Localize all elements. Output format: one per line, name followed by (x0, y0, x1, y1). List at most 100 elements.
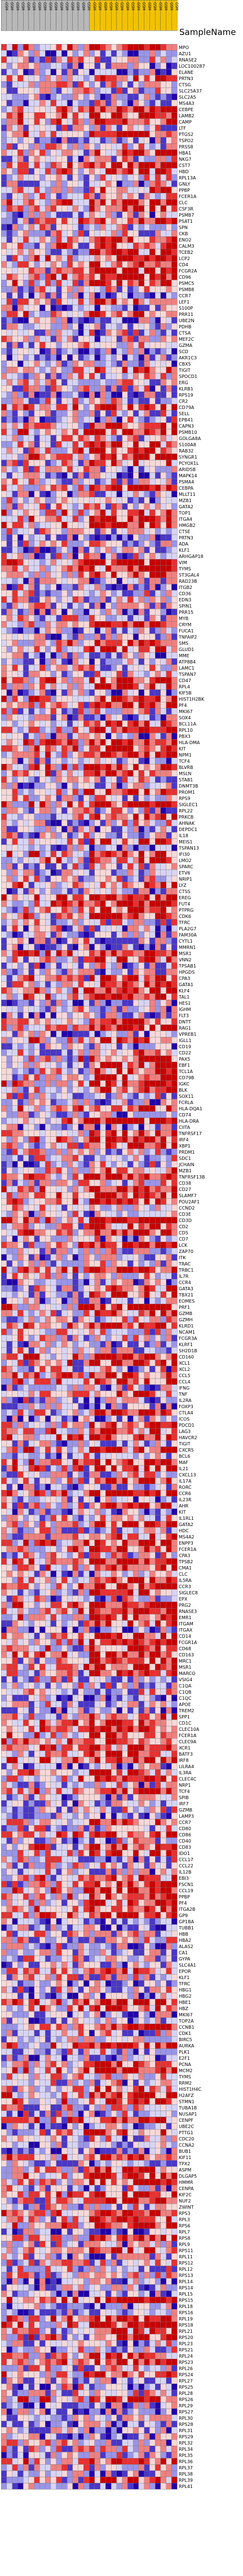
heatmap-cell (100, 391, 106, 398)
heatmap-cell (39, 652, 46, 659)
heatmap-cell (149, 770, 156, 777)
heatmap-cell (94, 552, 100, 560)
heatmap-cell (23, 782, 29, 789)
heatmap-cell (160, 366, 166, 373)
heatmap-cell (89, 453, 95, 460)
heatmap-cell (23, 490, 29, 498)
heatmap-cell (100, 428, 106, 436)
heatmap-cell (149, 304, 156, 311)
heatmap-cell (78, 515, 84, 522)
heatmap-cell (132, 447, 139, 454)
heatmap-cell (50, 87, 56, 94)
heatmap-cell (116, 987, 122, 994)
heatmap-cell (127, 130, 134, 138)
heatmap-cell (34, 751, 40, 758)
heatmap-cell (138, 279, 144, 287)
heatmap-cell (89, 707, 95, 715)
heatmap-cell (144, 298, 150, 305)
heatmap-cell (6, 974, 12, 982)
heatmap-cell (72, 627, 78, 634)
heatmap-cell (34, 205, 40, 212)
heatmap-cell (154, 211, 161, 218)
heatmap-cell (83, 273, 90, 280)
heatmap-cell (61, 894, 68, 901)
heatmap-cell (61, 527, 68, 535)
heatmap-cell (39, 434, 46, 442)
heatmap-cell (67, 887, 73, 895)
heatmap-cell (144, 223, 150, 231)
heatmap-cell (154, 925, 161, 932)
heatmap-cell (171, 180, 178, 187)
heatmap-cell (127, 441, 134, 448)
heatmap-cell (12, 124, 18, 131)
heatmap-cell (144, 403, 150, 411)
heatmap-cell (50, 974, 56, 982)
heatmap-cell (34, 738, 40, 746)
heatmap-cell (127, 174, 134, 181)
heatmap-cell (105, 366, 112, 373)
heatmap-cell (45, 472, 51, 479)
heatmap-cell (166, 211, 172, 218)
heatmap-cell (171, 887, 178, 895)
heatmap-cell (127, 714, 134, 721)
heatmap-cell (144, 118, 150, 125)
heatmap-cell (12, 298, 18, 305)
heatmap-cell (39, 93, 46, 100)
heatmap-cell (39, 379, 46, 386)
heatmap-cell (122, 726, 128, 733)
heatmap-cell (149, 614, 156, 622)
heatmap-cell (61, 428, 68, 436)
heatmap-cell (83, 521, 90, 529)
heatmap-cell (6, 217, 12, 225)
heatmap-cell (78, 658, 84, 665)
heatmap-cell (127, 707, 134, 715)
heatmap-cell (138, 956, 144, 963)
heatmap-cell (34, 81, 40, 88)
heatmap-cell (100, 205, 106, 212)
heatmap-cell (78, 794, 84, 802)
heatmap-cell (61, 93, 68, 100)
heatmap-cell (89, 372, 95, 380)
heatmap-cell (89, 974, 95, 982)
heatmap-cell (12, 93, 18, 100)
heatmap-cell (154, 403, 161, 411)
heatmap-cell (111, 143, 117, 150)
heatmap-cell (23, 596, 29, 603)
heatmap-cell (50, 341, 56, 349)
heatmap-cell (50, 509, 56, 516)
heatmap-cell (23, 99, 29, 107)
heatmap-cell (122, 757, 128, 764)
heatmap-cell (17, 559, 24, 566)
heatmap-cell (116, 68, 122, 76)
heatmap-cell (138, 285, 144, 293)
heatmap-cell (12, 248, 18, 256)
heatmap-cell (116, 236, 122, 243)
heatmap-cell (12, 751, 18, 758)
heatmap-cell (61, 372, 68, 380)
heatmap-cell (78, 807, 84, 814)
heatmap-cell (160, 621, 166, 628)
heatmap-cell (105, 751, 112, 758)
heatmap-cell (83, 112, 90, 119)
heatmap-cell (6, 248, 12, 256)
heatmap-cell (17, 285, 24, 293)
heatmap-cell (23, 348, 29, 355)
heatmap-cell (127, 906, 134, 913)
heatmap-cell (72, 360, 78, 367)
heatmap-cell (67, 652, 73, 659)
heatmap-cell (12, 118, 18, 125)
heatmap-cell (154, 385, 161, 392)
heatmap-cell (61, 43, 68, 51)
heatmap-cell (23, 639, 29, 647)
heatmap-cell (138, 74, 144, 82)
heatmap-cell (12, 968, 18, 975)
heatmap-cell (45, 316, 51, 324)
heatmap-cell (94, 348, 100, 355)
heatmap-cell (17, 273, 24, 280)
heatmap-cell (45, 633, 51, 640)
heatmap-cell (132, 819, 139, 827)
heatmap-cell (171, 863, 178, 870)
heatmap-cell (78, 577, 84, 584)
heatmap-cell (67, 62, 73, 69)
heatmap-cell (17, 621, 24, 628)
